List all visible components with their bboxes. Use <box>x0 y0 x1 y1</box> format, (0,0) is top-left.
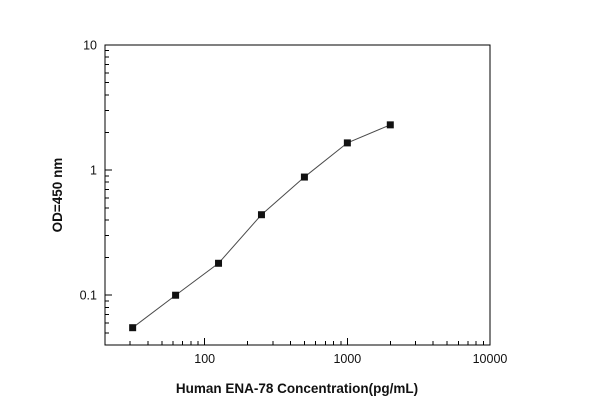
series-line <box>132 124 391 329</box>
data-point-marker <box>129 324 137 332</box>
x-tick-label: 100 <box>194 352 215 366</box>
x-axis-title: Human ENA-78 Concentration(pg/mL) <box>176 381 418 396</box>
x-tick-label: 1000 <box>333 352 361 366</box>
y-axis-title: OD=450 nm <box>50 158 65 233</box>
data-point-marker <box>172 291 180 299</box>
data-point-marker <box>215 259 223 267</box>
plot-frame <box>104 44 491 346</box>
data-point-marker <box>300 173 308 181</box>
y-tick-label: 1 <box>90 164 97 178</box>
x-tick-label: 10000 <box>473 352 508 366</box>
data-point-marker <box>257 211 265 219</box>
data-point-marker <box>343 139 351 147</box>
y-tick-label: 10 <box>83 39 97 53</box>
data-point-marker <box>386 121 394 129</box>
y-tick-label: 0.1 <box>80 289 97 303</box>
